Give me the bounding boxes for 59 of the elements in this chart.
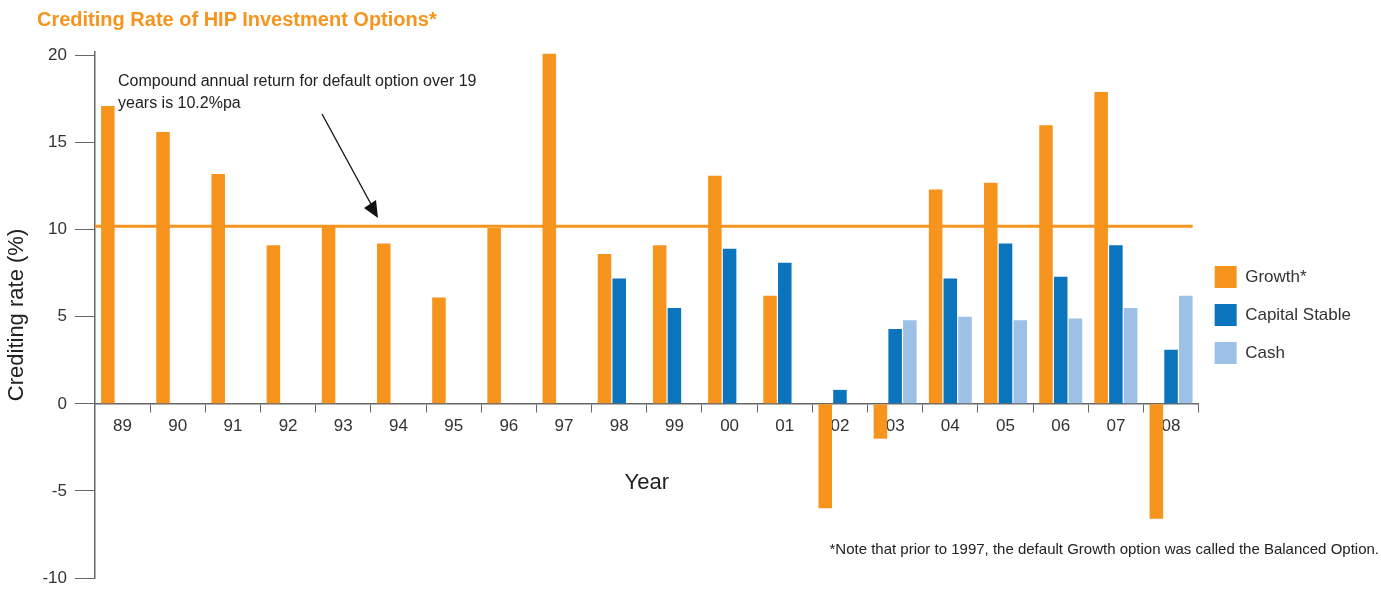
bar bbox=[943, 278, 958, 404]
x-tick-label: 97 bbox=[554, 415, 574, 435]
legend-label: Cash bbox=[1245, 342, 1285, 362]
x-tick-label: 01 bbox=[775, 415, 795, 435]
x-tick-label: 04 bbox=[940, 415, 960, 435]
y-tick-label: -10 bbox=[42, 567, 67, 587]
bar bbox=[778, 262, 792, 404]
bar bbox=[1123, 308, 1138, 404]
bar bbox=[1109, 245, 1123, 404]
x-tick-label: 03 bbox=[885, 415, 905, 435]
bar bbox=[722, 248, 737, 404]
bar bbox=[1164, 349, 1178, 404]
bar bbox=[1053, 276, 1068, 404]
x-tick-label: 91 bbox=[223, 415, 243, 435]
bar bbox=[998, 243, 1013, 404]
bar bbox=[1149, 404, 1164, 519]
x-tick-label: 07 bbox=[1106, 415, 1126, 435]
bar bbox=[377, 243, 391, 404]
x-tick-label: 00 bbox=[720, 415, 740, 435]
bar bbox=[1068, 318, 1083, 404]
bar bbox=[833, 389, 847, 404]
y-tick-label: 5 bbox=[57, 306, 67, 326]
bar bbox=[597, 254, 612, 404]
bar bbox=[888, 328, 902, 404]
chart-title: Crediting Rate of HIP Investment Options* bbox=[37, 8, 437, 31]
x-tick-label: 93 bbox=[333, 415, 353, 435]
y-tick-label: 0 bbox=[57, 393, 67, 413]
y-tick-label: 20 bbox=[48, 45, 67, 65]
x-tick-label: 96 bbox=[499, 415, 519, 435]
bar bbox=[612, 278, 626, 404]
bar bbox=[763, 295, 777, 404]
bar bbox=[903, 320, 917, 404]
annotation: *Note that prior to 1997, the default Growth option was called the Balanced Option. bbox=[829, 540, 1379, 557]
bar bbox=[667, 308, 682, 404]
y-tick-label: 10 bbox=[48, 219, 67, 239]
x-axis-title: Year bbox=[624, 469, 670, 495]
bar bbox=[818, 404, 833, 509]
bar bbox=[652, 245, 667, 404]
legend-label: Capital Stable bbox=[1245, 304, 1351, 324]
bar bbox=[958, 316, 972, 404]
x-tick-label: 94 bbox=[389, 415, 408, 435]
x-tick-label: 95 bbox=[444, 415, 464, 435]
bar bbox=[1013, 320, 1027, 404]
legend-label: Growth* bbox=[1245, 266, 1307, 286]
x-tick-label: 98 bbox=[609, 415, 629, 435]
bar bbox=[873, 404, 888, 439]
x-tick-label: 92 bbox=[278, 415, 298, 435]
bar bbox=[266, 245, 281, 404]
bar bbox=[1179, 295, 1193, 404]
y-tick-label: 15 bbox=[48, 132, 67, 152]
x-tick-label: 99 bbox=[664, 415, 684, 435]
x-tick-label: 05 bbox=[996, 415, 1015, 435]
y-tick-label: -5 bbox=[51, 480, 67, 500]
x-tick-label: 90 bbox=[168, 415, 188, 435]
annotation: Compound annual return for default option over 19 years is 10.2%pa bbox=[118, 71, 478, 113]
x-tick-label: 89 bbox=[113, 415, 133, 435]
y-axis-title: Crediting rate (%) bbox=[3, 228, 29, 402]
bar bbox=[432, 297, 446, 404]
x-tick-label: 06 bbox=[1051, 415, 1071, 435]
